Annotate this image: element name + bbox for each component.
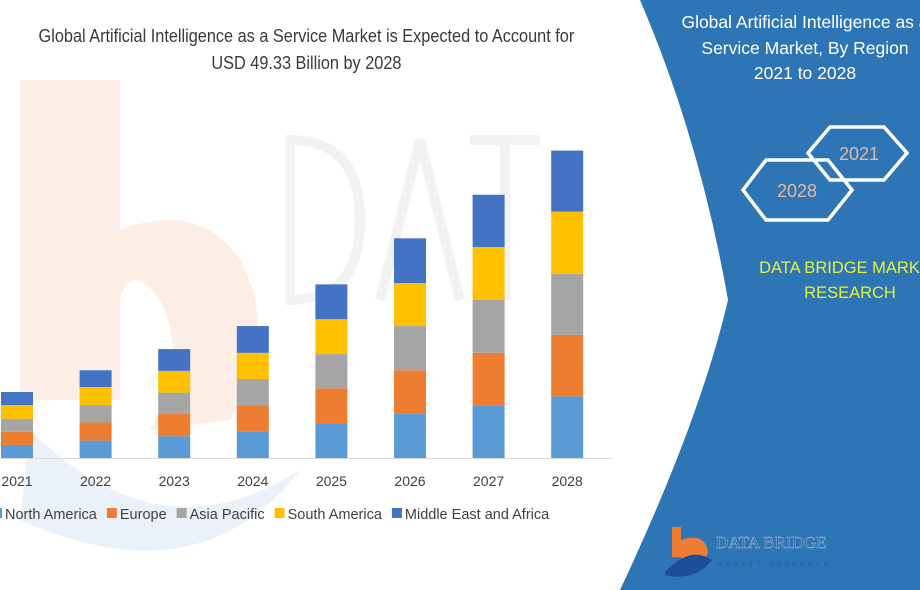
bar-segment-2028-asia-pacific <box>551 273 584 335</box>
hexagon-2028 <box>740 158 855 222</box>
legend-swatch <box>106 508 117 518</box>
bar-segment-2022-south-america <box>79 387 112 406</box>
logo: DATA BRIDGE MARKET RESEARCH <box>665 527 832 577</box>
panel-background <box>620 0 920 590</box>
bar-segment-2027-north-america <box>472 405 505 458</box>
bar-segment-2023-europe <box>158 413 191 437</box>
chart-title-line-2: USD 49.33 Billion by 2028 <box>211 52 402 73</box>
bar-segment-2022-north-america <box>79 440 112 458</box>
x-tick-label: 2025 <box>316 473 347 489</box>
bar-segment-2022-middle-east-and-africa <box>79 370 112 388</box>
bar-segment-2028-middle-east-and-africa <box>551 150 584 212</box>
bar-segment-2021-europe <box>1 431 33 445</box>
panel-title-line-3: 2021 to 2028 <box>753 63 857 83</box>
bar-segment-2026-middle-east-and-africa <box>394 238 426 284</box>
bar-segment-2024-north-america <box>236 431 269 458</box>
bar-segment-2023-asia-pacific <box>158 392 191 414</box>
bar-segment-2027-europe <box>472 352 505 406</box>
bar-segment-2025-south-america <box>315 319 348 355</box>
bar-segment-2027-middle-east-and-africa <box>472 194 505 248</box>
hexagon-2021 <box>805 125 910 182</box>
bar-segment-2028-europe <box>551 334 584 397</box>
bar-segment-2023-middle-east-and-africa <box>158 349 191 371</box>
chart-title: Global Artificial Intelligence as a Serv… <box>7 22 605 76</box>
legend-label: North America <box>5 507 98 523</box>
legend-label: Europe <box>120 507 167 523</box>
x-tick-label: 2027 <box>473 473 504 489</box>
brand-line-2: RESEARCH <box>804 284 896 302</box>
bar-segment-2021-north-america <box>1 444 33 458</box>
bar-segment-2023-south-america <box>158 370 191 393</box>
bar-segment-2021-asia-pacific <box>1 418 33 432</box>
legend-label: South America <box>288 507 383 523</box>
bar-segment-2027-asia-pacific <box>472 299 505 353</box>
bar-segment-2021-middle-east-and-africa <box>1 392 33 406</box>
hex-2021-label: 2021 <box>839 144 879 164</box>
legend-label: Middle East and Africa <box>405 507 550 523</box>
bar-segment-2024-europe <box>236 405 269 432</box>
legend-swatch <box>176 508 187 518</box>
brand-line-1: DATA BRIDGE MARKET <box>759 259 920 277</box>
logo-text: DATA BRIDGE <box>716 533 827 552</box>
logo-subtext: MARKET RESEARCH <box>717 561 832 568</box>
legend-swatch <box>274 508 285 518</box>
chart-title-line-1: Global Artificial Intelligence as a Serv… <box>38 25 575 46</box>
legend-label: Asia Pacific <box>190 507 265 523</box>
bar-segment-2028-north-america <box>551 396 584 458</box>
x-tick-label: 2026 <box>394 473 425 489</box>
panel-title-line-2: Service Market, By Region <box>701 37 909 58</box>
hex-2028-label: 2028 <box>777 181 817 201</box>
bar-segment-2026-europe <box>394 370 426 414</box>
bar-segment-2028-south-america <box>551 211 584 274</box>
legend-swatch <box>0 508 2 518</box>
bar-segment-2023-north-america <box>158 436 191 458</box>
bar-segment-2024-middle-east-and-africa <box>236 326 269 353</box>
bar-segment-2027-south-america <box>472 247 505 300</box>
legend-swatch <box>391 508 402 518</box>
bar-segment-2022-asia-pacific <box>79 405 112 423</box>
brand-text: DATA BRIDGE MARKET RESEARCH <box>735 256 920 306</box>
x-tick-label: 2021 <box>1 473 32 489</box>
panel-title: Global Artificial Intelligence as a Serv… <box>655 10 920 87</box>
stacked-bar-chart: 2021 2022 2023 2024 2025 2026 2027 2028 North Am… <box>0 150 612 523</box>
bar-segment-2026-north-america <box>394 413 426 458</box>
panel-title-line-1: Global Artificial Intelligence as a <box>681 12 920 32</box>
bar-segment-2024-asia-pacific <box>236 378 269 406</box>
bar-segment-2026-south-america <box>394 283 426 327</box>
bar-segment-2025-middle-east-and-africa <box>315 284 348 320</box>
bar-segment-2025-asia-pacific <box>315 354 348 389</box>
x-tick-label: 2028 <box>552 473 583 489</box>
bar-segment-2026-asia-pacific <box>394 326 426 371</box>
bar-segment-2022-europe <box>79 422 112 441</box>
bar-segment-2021-south-america <box>1 405 33 419</box>
bar-segment-2025-north-america <box>315 423 348 458</box>
bar-segment-2024-south-america <box>236 352 269 379</box>
x-tick-label: 2023 <box>159 473 190 489</box>
bar-segment-2025-europe <box>315 388 348 424</box>
x-tick-label: 2024 <box>237 473 268 489</box>
x-tick-label: 2022 <box>80 473 111 489</box>
